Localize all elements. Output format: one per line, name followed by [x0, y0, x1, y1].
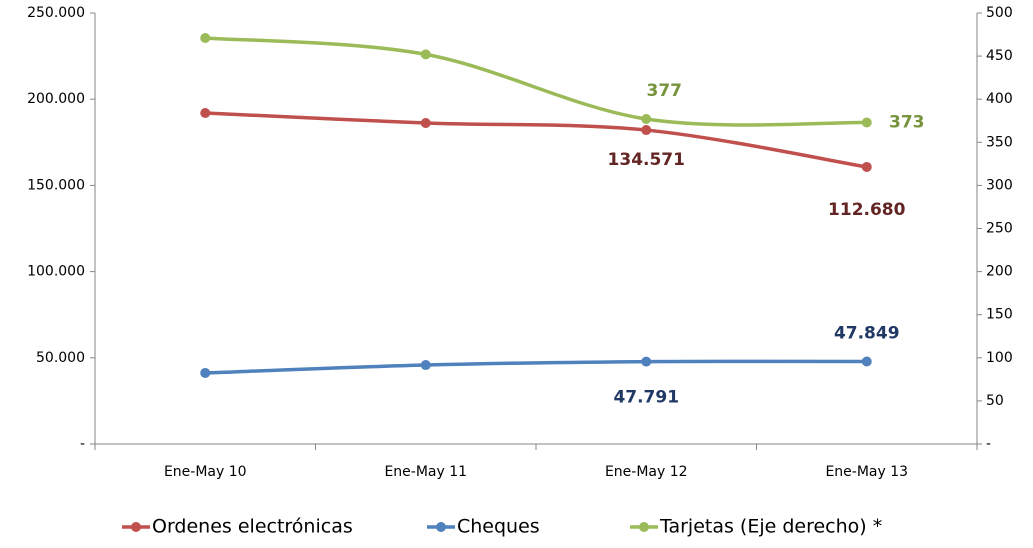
data-label: 377 — [647, 81, 683, 101]
data-label: 47.849 — [834, 324, 900, 344]
y-tick-label: 150.000 — [27, 177, 85, 193]
marker — [200, 107, 211, 118]
y2-tick-label: 50 — [986, 393, 1004, 409]
y-tick-label: 50.000 — [36, 350, 85, 366]
x-tick-label: Ene-May 12 — [605, 464, 688, 480]
marker — [861, 356, 872, 367]
x-tick-label: Ene-May 13 — [825, 464, 908, 480]
y2-tick-label: 350 — [986, 134, 1013, 150]
line — [205, 36, 867, 127]
line — [205, 359, 867, 375]
x-tick-label: Ene-May 11 — [384, 464, 467, 480]
marker — [861, 161, 872, 172]
marker — [200, 367, 211, 378]
y2-tick-label: 450 — [986, 48, 1013, 64]
y-tick-label: 200.000 — [27, 91, 85, 107]
y-tick-label: - — [80, 436, 85, 452]
marker — [641, 114, 652, 125]
legend-marker — [131, 522, 141, 532]
x-tick-label: Ene-May 10 — [164, 464, 247, 480]
marker — [420, 49, 431, 60]
y-tick-label: 250.000 — [27, 5, 85, 21]
legend-label: Ordenes electrónicas — [152, 516, 353, 538]
marker — [420, 117, 431, 128]
annotation: 134.571 — [608, 150, 685, 170]
marker — [420, 360, 431, 371]
marker — [200, 32, 211, 43]
marker — [641, 356, 652, 367]
y2-tick-label: 100 — [986, 350, 1013, 366]
y2-tick-label: 250 — [986, 221, 1013, 237]
legend-marker — [436, 522, 446, 532]
y2-tick-label: 400 — [986, 91, 1013, 107]
y2-tick-label: 500 — [986, 5, 1013, 21]
y2-tick-label: 200 — [986, 264, 1013, 280]
legend-label: Tarjetas (Eje derecho) * — [659, 516, 882, 538]
y2-tick-label: 300 — [986, 177, 1013, 193]
marker — [641, 125, 652, 136]
legend-label: Cheques — [457, 516, 540, 538]
y2-tick-label: 150 — [986, 307, 1013, 323]
annotation: 112.680 — [828, 200, 906, 220]
y2-tick-label: - — [986, 436, 991, 452]
line — [205, 111, 868, 169]
legend-marker — [639, 522, 649, 532]
data-label: 373 — [889, 112, 925, 132]
data-label: 47.791 — [613, 388, 679, 408]
y-tick-label: 100.000 — [27, 264, 85, 280]
marker — [861, 117, 872, 128]
